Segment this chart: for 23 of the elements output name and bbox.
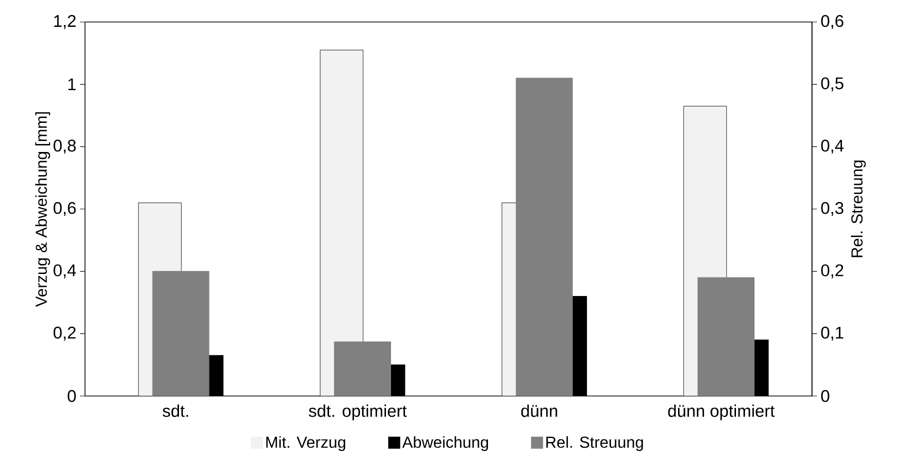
legend-label: Rel. Streuung bbox=[546, 436, 643, 452]
y2-axis-title: Rel. Streuung bbox=[850, 160, 866, 258]
y-axis-title: Verzug & Abweichung [mm] bbox=[35, 112, 50, 307]
y2-tick-label: 0 bbox=[821, 390, 830, 402]
y2-tick-label: 0,4 bbox=[821, 140, 844, 154]
y2-tick-label: 0,1 bbox=[821, 326, 844, 341]
y-tick-label: 0,8 bbox=[54, 140, 76, 154]
legend-label: Abweichung bbox=[402, 436, 488, 452]
x-tick-label: dünn optimiert bbox=[668, 404, 775, 420]
y-tick-label: 0,4 bbox=[54, 264, 76, 278]
y2-tick-label: 0,6 bbox=[821, 15, 844, 30]
y2-tick-label: 0,5 bbox=[821, 77, 844, 92]
y-tick-label: 0 bbox=[68, 390, 76, 402]
y2-tick-label: 0,2 bbox=[821, 264, 844, 278]
y-tick-label: 0,2 bbox=[54, 326, 76, 341]
x-tick-label: dünn bbox=[521, 404, 558, 417]
y-tick-label: 0,6 bbox=[54, 202, 76, 216]
y-tick-label: 1,2 bbox=[54, 15, 76, 29]
x-tick-label: sdt. bbox=[162, 404, 188, 417]
y-tick-label: 1 bbox=[68, 78, 76, 90]
x-tick-label: sdt. optimiert bbox=[308, 404, 407, 420]
y2-tick-label: 0,3 bbox=[821, 202, 844, 216]
legend-label: Mit. Verzug bbox=[266, 436, 346, 452]
